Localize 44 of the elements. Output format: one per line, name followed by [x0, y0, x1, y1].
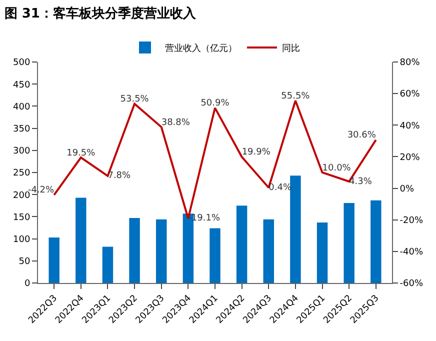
- bar: [210, 228, 220, 283]
- y-tick-label: 500: [13, 58, 30, 68]
- data-label: 4.3%: [349, 176, 372, 187]
- legend-label: 同比: [282, 43, 300, 54]
- data-label: 50.9%: [200, 98, 230, 109]
- y2-tick-label: 20%: [400, 152, 420, 163]
- data-label: 30.6%: [347, 130, 376, 141]
- y-tick-label: 0: [24, 279, 30, 290]
- bar: [263, 219, 274, 283]
- bar: [48, 237, 60, 283]
- data-label: 19.5%: [66, 148, 96, 158]
- bar: [370, 200, 382, 283]
- bar: [344, 203, 354, 283]
- data-label: 38.8%: [161, 118, 190, 128]
- y2-tick-label: -40%: [400, 248, 424, 258]
- y-tick-label: 400: [13, 102, 30, 112]
- bar: [76, 198, 86, 283]
- y-tick-label: 250: [13, 168, 30, 179]
- chart-title: 图 31：客车板块分季度营业收入: [4, 6, 197, 22]
- y-tick-label: 350: [13, 124, 30, 134]
- bar: [129, 218, 140, 283]
- y-tick-label: 100: [13, 234, 30, 245]
- y2-tick-label: 60%: [400, 90, 420, 100]
- bar: [102, 246, 114, 283]
- data-label: 7.8%: [108, 171, 132, 182]
- legend-label: 营业收入（亿元）: [165, 43, 237, 54]
- bar: [236, 206, 248, 283]
- y-tick-label: 150: [13, 212, 30, 223]
- bar: [316, 222, 328, 283]
- data-label: 53.5%: [120, 94, 150, 105]
- y2-tick-label: -60%: [400, 279, 424, 290]
- y-tick-label: 450: [13, 80, 30, 90]
- data-label: 10.0%: [322, 163, 352, 174]
- data-label: 19.9%: [242, 148, 271, 158]
- data-label: 55.5%: [281, 91, 310, 102]
- y2-tick-label: 40%: [400, 121, 420, 132]
- bar: [156, 219, 167, 283]
- y-tick-label: 300: [13, 146, 30, 157]
- y2-tick-label: 80%: [400, 58, 420, 68]
- y2-tick-label: 0%: [400, 184, 415, 194]
- y-tick-label: 50: [18, 257, 30, 268]
- y2-tick-label: -20%: [400, 216, 424, 226]
- bar: [290, 176, 301, 283]
- y-tick-label: 200: [13, 190, 30, 201]
